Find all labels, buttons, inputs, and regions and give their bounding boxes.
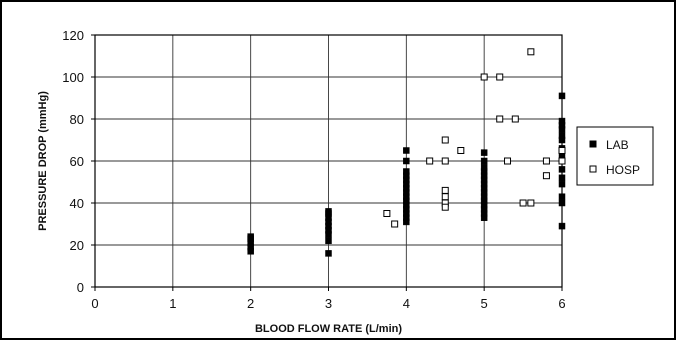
hosp-point <box>527 199 535 207</box>
x-axis-ticks: 0 1 2 3 4 5 6 <box>91 287 566 311</box>
x-tick-label: 6 <box>558 296 565 311</box>
hosp-point <box>558 157 566 165</box>
lab-point <box>558 193 566 200</box>
lab-point <box>558 92 566 100</box>
hosp-point <box>441 157 449 165</box>
x-tick-label: 4 <box>403 296 410 311</box>
legend-hosp-marker <box>589 165 597 173</box>
y-tick-label: 80 <box>70 112 84 127</box>
y-tick-label: 40 <box>70 196 84 211</box>
grid-lines <box>95 35 562 287</box>
lab-point <box>558 222 566 230</box>
hosp-point <box>511 115 519 123</box>
lab-point <box>480 157 488 165</box>
y-tick-label: 120 <box>62 28 84 43</box>
hosp-point <box>496 73 504 81</box>
y-tick-label: 60 <box>70 154 84 169</box>
hosp-point <box>542 172 550 180</box>
hosp-point <box>558 147 566 154</box>
hosp-point <box>441 193 449 201</box>
lab-point <box>403 168 410 175</box>
hosp-point <box>383 210 391 217</box>
lab-point <box>325 250 332 257</box>
hosp-point <box>542 157 550 165</box>
lab-point <box>558 132 566 140</box>
legend-lab-label: LAB <box>606 138 629 152</box>
lab-point <box>325 237 332 245</box>
hosp-point <box>426 157 434 165</box>
lab-point <box>558 199 566 207</box>
x-tick-label: 2 <box>247 296 254 311</box>
y-tick-label: 20 <box>70 238 84 253</box>
hosp-point <box>441 186 449 194</box>
hosp-point <box>504 157 512 165</box>
lab-point <box>247 233 254 240</box>
lab-point <box>558 166 566 173</box>
hosp-point <box>441 136 449 144</box>
legend: LAB HOSP <box>576 126 654 186</box>
lab-point <box>480 149 488 156</box>
y-tick-label: 0 <box>77 280 84 295</box>
lab-point <box>558 180 566 188</box>
lab-point <box>325 208 332 215</box>
legend-box <box>576 126 654 186</box>
hosp-point <box>441 203 449 211</box>
y-axis-ticks: 0 20 40 60 80 100 120 <box>62 28 95 295</box>
lab-point <box>480 164 488 171</box>
y-axis-label: PRESSURE DROP (mmHg) <box>37 91 49 231</box>
x-tick-label: 1 <box>169 296 176 311</box>
lab-point <box>403 157 410 165</box>
lab-point <box>558 117 566 125</box>
x-tick-label: 0 <box>91 296 98 311</box>
legend-hosp-label: HOSP <box>606 163 640 177</box>
hosp-point <box>496 115 504 123</box>
x-tick-label: 3 <box>325 296 332 311</box>
hosp-point <box>527 48 535 56</box>
hosp-point <box>480 73 488 81</box>
hosp-point <box>391 220 399 228</box>
x-tick-label: 5 <box>481 296 488 311</box>
legend-lab-marker <box>589 140 597 148</box>
lab-point <box>558 174 566 182</box>
x-axis-label: BLOOD FLOW RATE (L/min) <box>255 323 402 335</box>
y-tick-label: 100 <box>62 70 84 85</box>
data-points <box>247 48 566 257</box>
hosp-point <box>519 199 527 207</box>
hosp-point <box>457 147 465 154</box>
lab-point <box>403 147 410 154</box>
